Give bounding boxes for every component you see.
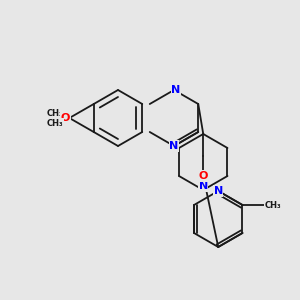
Text: O: O — [61, 113, 70, 123]
Text: O: O — [199, 171, 208, 181]
Text: N: N — [199, 181, 208, 191]
Text: CH₃: CH₃ — [47, 109, 64, 118]
Text: O: O — [61, 113, 70, 123]
Text: CH₃: CH₃ — [47, 118, 64, 127]
Text: N: N — [169, 141, 178, 151]
Text: N: N — [171, 85, 181, 95]
Text: N: N — [214, 186, 223, 196]
Text: CH₃: CH₃ — [264, 200, 281, 209]
